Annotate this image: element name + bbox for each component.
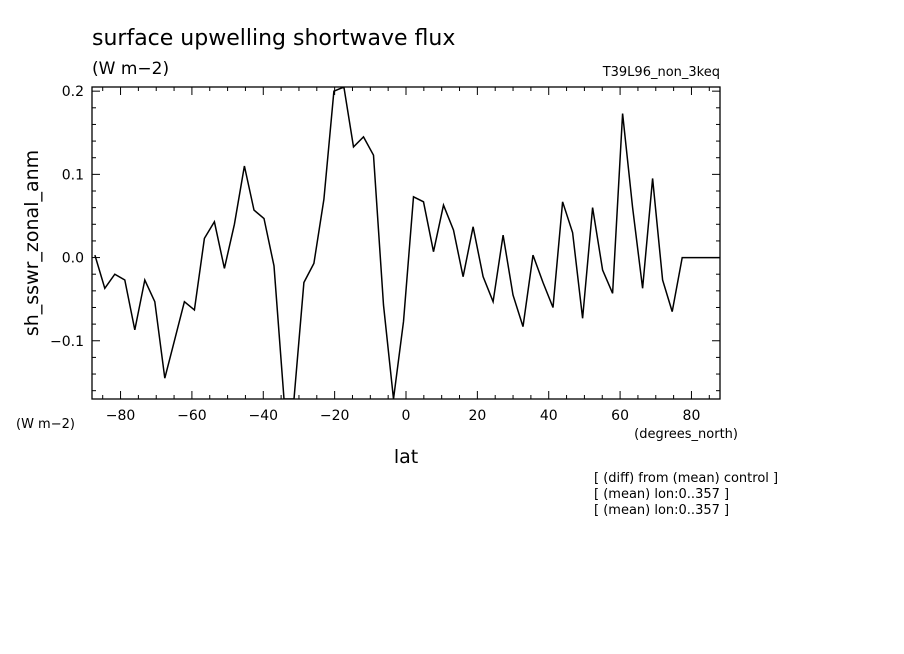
note-line-1: [ (diff) from (mean) control ] — [594, 471, 778, 486]
x-axis-title: lat — [394, 446, 418, 468]
x-tick-labels: −80 −60 −40 −20 0 20 40 60 80 — [106, 408, 701, 424]
x-tick-label: −20 — [320, 408, 350, 424]
x-tick-label: −40 — [248, 408, 278, 424]
x-tick-label: 60 — [611, 408, 629, 424]
y-tick-label: −0.1 — [50, 334, 84, 350]
y-tick-label: 0.2 — [62, 84, 84, 100]
x-tick-label: 0 — [402, 408, 411, 424]
x-tick-label: 80 — [683, 408, 701, 424]
x-tick-label: −80 — [106, 408, 136, 424]
x-tick-label: −60 — [177, 408, 207, 424]
y-tick-label: 0.1 — [62, 167, 84, 183]
y-axis-title: sh_sswr_zonal_anm — [21, 150, 43, 336]
chart-units: (W m−2) — [92, 59, 169, 79]
plot-area: −80 −60 −40 −20 0 20 40 60 80 −0.1 0.0 0.1 0.2 — [50, 84, 721, 424]
x-tick-label: 40 — [540, 408, 558, 424]
y-units-label: (W m−2) — [16, 417, 75, 432]
run-label: T39L96_non_3keq — [602, 65, 720, 80]
y-tick-label: 0.0 — [62, 251, 84, 267]
axis-ticks — [92, 87, 720, 399]
y-tick-labels: −0.1 0.0 0.1 0.2 — [50, 84, 84, 350]
series-line-1 — [94, 87, 720, 399]
plot-frame — [91, 86, 721, 400]
note-line-2: [ (mean) lon:0..357 ] — [594, 487, 729, 502]
x-tick-label: 20 — [468, 408, 486, 424]
x-units-label: (degrees_north) — [634, 427, 738, 442]
chart-title: surface upwelling shortwave flux — [92, 26, 455, 51]
series-layer — [94, 87, 720, 399]
note-line-3: [ (mean) lon:0..357 ] — [594, 503, 729, 518]
